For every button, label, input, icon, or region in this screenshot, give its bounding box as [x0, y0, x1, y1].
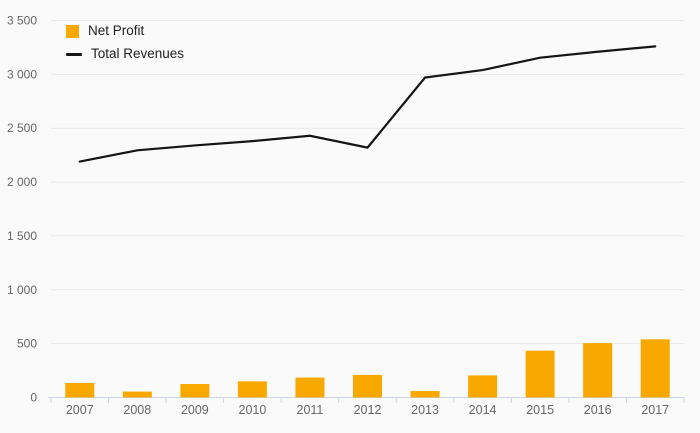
bar-2015[interactable] [525, 350, 555, 398]
bar-2012[interactable] [353, 374, 382, 398]
y-tick-label: 3 000 [7, 67, 37, 81]
y-tick-label: 500 [17, 337, 37, 351]
x-tick-label: 2012 [354, 403, 382, 417]
y-tick-label: 3 500 [7, 14, 37, 28]
legend: Net Profit Total Revenues [66, 23, 184, 62]
x-tick-label: 2015 [526, 403, 554, 417]
bar-2016[interactable] [583, 343, 613, 398]
bar-2011[interactable] [295, 377, 325, 398]
bar-2009[interactable] [180, 384, 210, 398]
x-tick-label: 2011 [297, 403, 324, 417]
bar-2007[interactable] [65, 382, 95, 398]
legend-item-total-revenues[interactable]: Total Revenues [66, 46, 184, 62]
total-revenues-line[interactable] [78, 45, 657, 163]
legend-item-net-profit[interactable]: Net Profit [66, 23, 184, 39]
x-tick-label: 2007 [66, 403, 94, 417]
y-tick-label: 1 000 [7, 283, 37, 297]
x-tick-label: 2017 [641, 403, 669, 417]
bar-2010[interactable] [237, 381, 267, 398]
y-tick-label: 2 500 [7, 121, 37, 135]
x-tick-label: 2010 [239, 403, 267, 417]
bar-2008[interactable] [122, 391, 152, 398]
x-tick-label: 2008 [123, 403, 151, 417]
x-tick-label: 2013 [411, 403, 439, 417]
y-tick-label: 0 [30, 391, 37, 405]
x-tick-label: 2016 [584, 403, 612, 417]
x-tick-label: 2014 [469, 403, 497, 417]
y-tick-label: 1 500 [7, 229, 37, 243]
y-tick-label: 2 000 [7, 175, 37, 189]
legend-label-total-revenues: Total Revenues [91, 46, 185, 61]
net-profit-swatch-icon [66, 24, 79, 38]
bar-2013[interactable] [410, 391, 440, 398]
bar-2014[interactable] [468, 375, 498, 398]
total-revenues-swatch-icon [66, 52, 82, 56]
legend-label-net-profit: Net Profit [88, 23, 145, 38]
x-tick-label: 2009 [181, 403, 209, 417]
bar-2017[interactable] [640, 339, 670, 398]
